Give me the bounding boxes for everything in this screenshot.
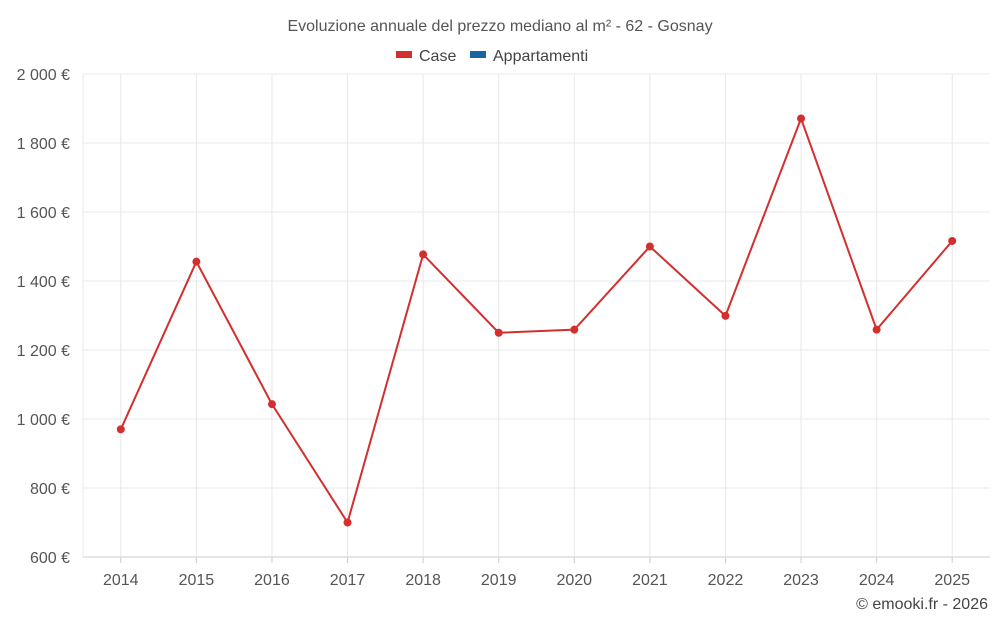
x-tick-label: 2017: [330, 572, 366, 589]
x-tick-label: 2015: [179, 572, 215, 589]
data-point-2023[interactable]: [797, 114, 806, 123]
y-tick-label: 600 €: [30, 550, 70, 567]
x-axis-ticks: 2014 2015 2016 2017 2018 2019 2020 2021 2022 2023…: [103, 557, 970, 589]
data-point-2022[interactable]: [721, 311, 730, 320]
data-point-2017[interactable]: [343, 518, 352, 527]
legend-swatch-case: [396, 51, 412, 58]
y-axis-ticks: 600 € 800 € 1 000 € 1 200 € 1 400 € 1 600 € 1 …: [17, 67, 70, 567]
x-tick-label: 2019: [481, 572, 517, 589]
x-tick-label: 2014: [103, 572, 139, 589]
series-line-case: [119, 115, 953, 525]
legend[interactable]: Case Appartamenti: [396, 48, 588, 65]
data-point-2018[interactable]: [419, 250, 428, 259]
grid: [82, 73, 990, 558]
y-tick-label: 800 €: [30, 481, 70, 498]
data-point-2020[interactable]: [570, 325, 579, 334]
x-tick-label: 2025: [934, 572, 970, 589]
series-case: [116, 114, 957, 527]
data-point-2025[interactable]: [948, 236, 957, 245]
credit-text: © emooki.fr - 2026: [856, 596, 988, 613]
data-point-2019[interactable]: [494, 328, 503, 337]
legend-label-appartamenti[interactable]: Appartamenti: [493, 48, 588, 65]
data-point-2021[interactable]: [645, 242, 654, 251]
y-tick-label: 1 200 €: [17, 343, 70, 360]
x-tick-label: 2024: [859, 572, 895, 589]
x-tick-label: 2022: [708, 572, 744, 589]
legend-label-case[interactable]: Case: [419, 48, 456, 65]
x-tick-label: 2023: [783, 572, 819, 589]
y-tick-label: 1 000 €: [17, 412, 70, 429]
data-point-2014[interactable]: [116, 425, 125, 434]
legend-swatch-appartamenti: [470, 51, 486, 58]
y-tick-label: 2 000 €: [17, 67, 70, 84]
x-tick-label: 2021: [632, 572, 668, 589]
x-tick-label: 2020: [556, 572, 592, 589]
x-tick-label: 2018: [405, 572, 441, 589]
y-tick-label: 1 600 €: [17, 205, 70, 222]
y-tick-label: 1 400 €: [17, 274, 70, 291]
data-point-2024[interactable]: [872, 325, 881, 334]
chart-title: Evoluzione annuale del prezzo mediano al…: [287, 18, 712, 35]
data-point-2016[interactable]: [267, 400, 276, 409]
data-point-2015[interactable]: [192, 257, 201, 266]
x-tick-label: 2016: [254, 572, 290, 589]
y-tick-label: 1 800 €: [17, 136, 70, 153]
